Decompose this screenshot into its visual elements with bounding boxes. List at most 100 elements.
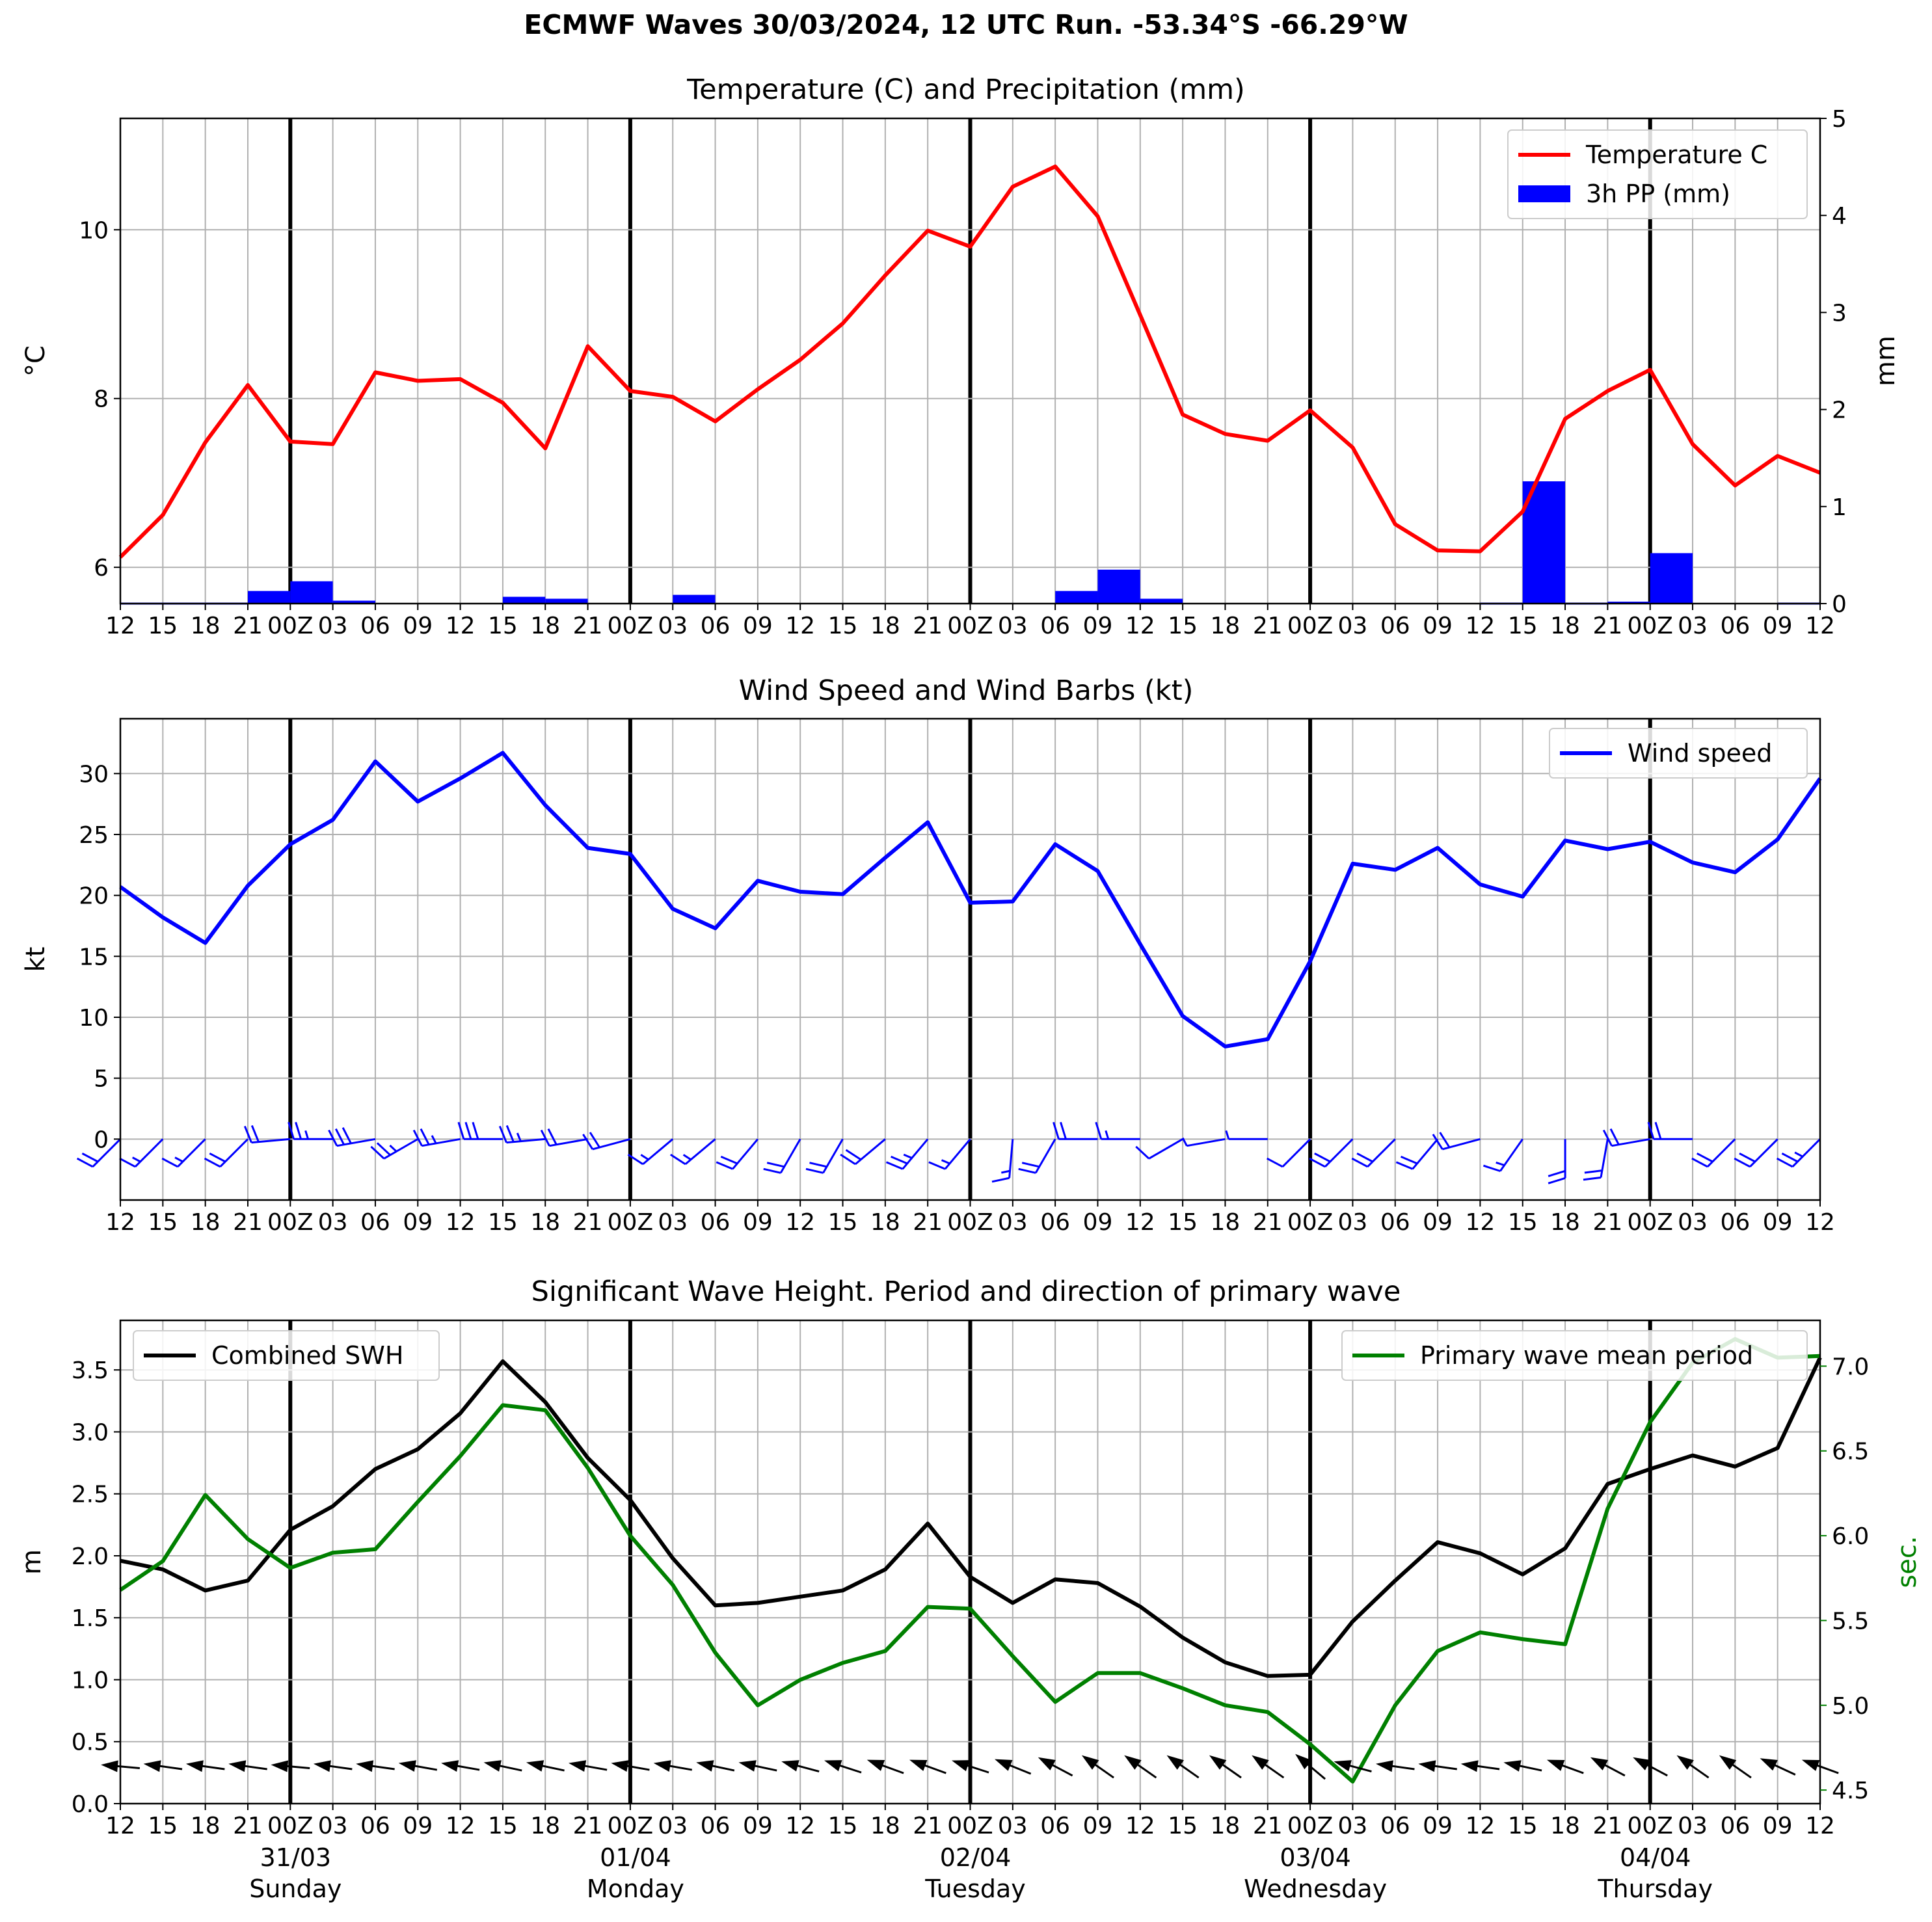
x-tick-label: 03: [1678, 613, 1708, 639]
wind-barb: [1776, 1138, 1821, 1168]
y-tick-label: 2.0: [72, 1543, 109, 1570]
day-date-label: 02/04: [940, 1843, 1012, 1872]
x-tick-label: 15: [1508, 1209, 1538, 1236]
wave-arrow-head: [1676, 1755, 1694, 1770]
wave-arrow-head: [1081, 1755, 1099, 1770]
x-tick-label: 09: [403, 1813, 433, 1839]
wave-panel: Significant Wave Height. Period and dire…: [17, 1275, 1922, 1839]
y-tick-label: 0.0: [72, 1791, 109, 1818]
x-tick-label: 15: [1168, 1209, 1198, 1236]
x-tick-label: 00Z: [947, 1209, 993, 1236]
x-tick-label: 03: [998, 1813, 1028, 1839]
wave-arrow-head: [185, 1760, 204, 1772]
temperature-line: [118, 165, 1821, 559]
y-axis-label: m: [17, 1549, 47, 1575]
x-tick-label: 09: [1763, 1209, 1793, 1236]
y2-tick-label: 2: [1832, 397, 1847, 424]
x-tick-label: 21: [1253, 1813, 1283, 1839]
x-tick-label: 15: [148, 1813, 178, 1839]
wave-arrow-head: [1038, 1757, 1056, 1770]
x-tick-label: 00Z: [1287, 1209, 1333, 1236]
day-name-label: Monday: [587, 1875, 684, 1903]
x-tick-label: 21: [1592, 1813, 1622, 1839]
wind-barbs: [76, 1121, 1821, 1184]
wind-barb: [288, 1121, 333, 1140]
x-tick-label: 15: [148, 1209, 178, 1236]
wave-arrow-head: [781, 1760, 799, 1772]
wave-arrow-head: [1546, 1759, 1565, 1771]
x-tick-label: 06: [1040, 1209, 1070, 1236]
wave-arrow-head: [1590, 1757, 1609, 1770]
x-tick-label: 06: [1720, 1209, 1750, 1236]
wind-barb: [805, 1138, 844, 1174]
legend-swh: [133, 1330, 440, 1381]
x-tick-label: 18: [191, 1209, 221, 1236]
x-tick-label: 12: [785, 613, 815, 639]
wind-barb: [243, 1125, 291, 1144]
x-tick-label: 15: [1168, 613, 1198, 639]
x-tick-label: 18: [530, 613, 560, 639]
precip-bar: [290, 581, 333, 604]
wind-barb: [1602, 1128, 1650, 1147]
temperature-precip-panel: Temperature (C) and Precipitation (mm)12…: [21, 73, 1901, 639]
x-tick-label: 12: [1805, 1813, 1835, 1839]
wave-arrow-head: [356, 1760, 374, 1772]
day-name-label: Tuesday: [924, 1875, 1026, 1903]
wave-arrow-head: [313, 1760, 331, 1772]
wind-barb: [1647, 1121, 1693, 1140]
y2-axis-label: sec.: [1892, 1536, 1922, 1588]
x-tick-label: 18: [1211, 1813, 1241, 1839]
wind-barb: [1432, 1132, 1481, 1151]
y2-tick-label: 4: [1832, 203, 1847, 230]
precip-bar: [545, 598, 588, 604]
x-tick-label: 06: [1040, 613, 1070, 639]
x-tick-label: 15: [488, 613, 518, 639]
precip-bar: [332, 600, 375, 604]
wind-barb: [119, 1138, 164, 1168]
wave-arrow-head: [909, 1759, 928, 1771]
precip-bar: [1607, 602, 1650, 604]
wave-arrow-head: [1209, 1755, 1227, 1770]
wind-barb: [716, 1138, 759, 1170]
x-tick-label: 00Z: [947, 1813, 993, 1839]
x-tick-label: 06: [360, 613, 390, 639]
wave-arrow-head: [1460, 1760, 1479, 1772]
wind-barb: [457, 1121, 503, 1140]
x-tick-label: 03: [1338, 1209, 1368, 1236]
y2-tick-label: 0: [1832, 591, 1847, 618]
wave-arrow-head: [143, 1760, 161, 1772]
precip-bar: [1140, 598, 1183, 604]
precip-bar: [1650, 553, 1693, 604]
wave-arrow-head: [1166, 1755, 1184, 1770]
x-tick-label: 09: [1763, 613, 1793, 639]
precip-bar: [502, 596, 546, 604]
wind-barb: [161, 1138, 206, 1168]
precip-bar: [1097, 569, 1140, 604]
y-tick-label: 0.5: [72, 1729, 109, 1756]
x-tick-label: 03: [1678, 1209, 1708, 1236]
wave-arrow-head: [483, 1760, 502, 1772]
y2-tick-label: 5.0: [1832, 1693, 1869, 1720]
x-tick-label: 09: [403, 613, 433, 639]
wind-barb: [582, 1132, 631, 1151]
x-tick-label: 06: [1380, 613, 1410, 639]
wave-arrow-head: [1376, 1760, 1393, 1772]
precip-bar: [1522, 481, 1566, 604]
wave-arrow-head: [228, 1760, 247, 1772]
x-tick-label: 15: [1168, 1813, 1198, 1839]
x-tick-label: 21: [1253, 1209, 1283, 1236]
x-tick-label: 21: [573, 1209, 603, 1236]
day-date-label: 03/04: [1280, 1843, 1351, 1872]
x-tick-label: 15: [828, 613, 858, 639]
wind-barb: [885, 1138, 929, 1170]
y2-tick-label: 1: [1832, 494, 1847, 521]
x-tick-label: 00Z: [608, 1209, 653, 1236]
wave-arrows: [101, 1754, 1839, 1780]
y2-axis-label: mm: [1871, 336, 1901, 386]
wind-barb: [1266, 1138, 1311, 1168]
wind-barb: [498, 1125, 546, 1144]
x-tick-label: 18: [530, 1813, 560, 1839]
wave-arrow-head: [569, 1760, 587, 1772]
x-tick-label: 12: [1805, 1209, 1835, 1236]
legend-period: [1341, 1330, 1808, 1381]
